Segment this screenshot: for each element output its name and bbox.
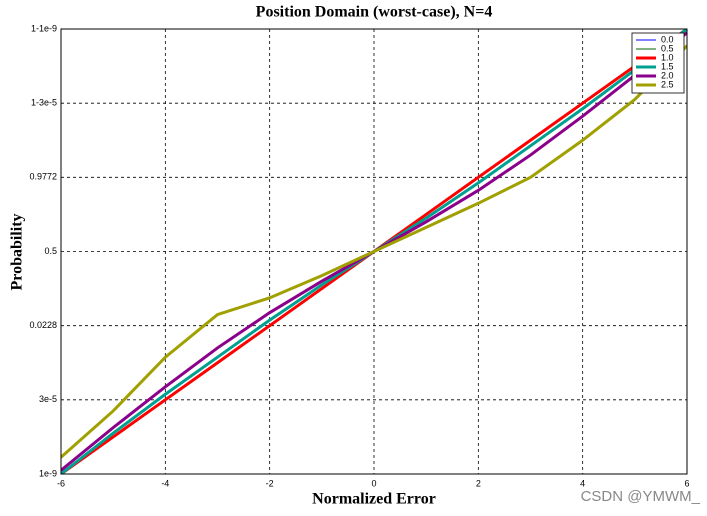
y-axis-label: Probability — [9, 213, 26, 290]
x-tick-label: -2 — [266, 478, 274, 488]
legend-label: 0.0 — [661, 34, 674, 44]
y-tick-label: 0.0228 — [29, 320, 57, 330]
x-tick-label: 4 — [580, 478, 585, 488]
y-tick-label: 1-1e-9 — [31, 23, 57, 33]
legend-label: 2.5 — [661, 79, 674, 89]
y-tick-label: 1e-9 — [39, 468, 57, 478]
y-tick-label: 0.9772 — [29, 172, 57, 182]
x-tick-label: -6 — [57, 478, 65, 488]
legend-label: 0.5 — [661, 43, 674, 53]
legend-box — [631, 32, 685, 94]
watermark: CSDN @YMWM_ — [581, 488, 701, 505]
x-axis-label: Normalized Error — [312, 491, 436, 508]
y-tick-label: 3e-5 — [39, 394, 57, 404]
chart-title: Position Domain (worst-case), N=4 — [256, 4, 493, 21]
x-tick-label: -4 — [161, 478, 169, 488]
x-tick-label: 2 — [476, 478, 481, 488]
legend-label: 1.0 — [661, 52, 674, 62]
x-tick-label: 0 — [371, 478, 376, 488]
plot-frame — [60, 28, 688, 475]
y-tick-label: 1-3e-5 — [31, 98, 57, 108]
y-tick-label: 0.5 — [44, 246, 57, 256]
x-tick-label: 6 — [684, 478, 689, 488]
series-line — [61, 44, 687, 459]
legend-label: 1.5 — [661, 61, 674, 71]
legend-label: 2.0 — [661, 70, 674, 80]
